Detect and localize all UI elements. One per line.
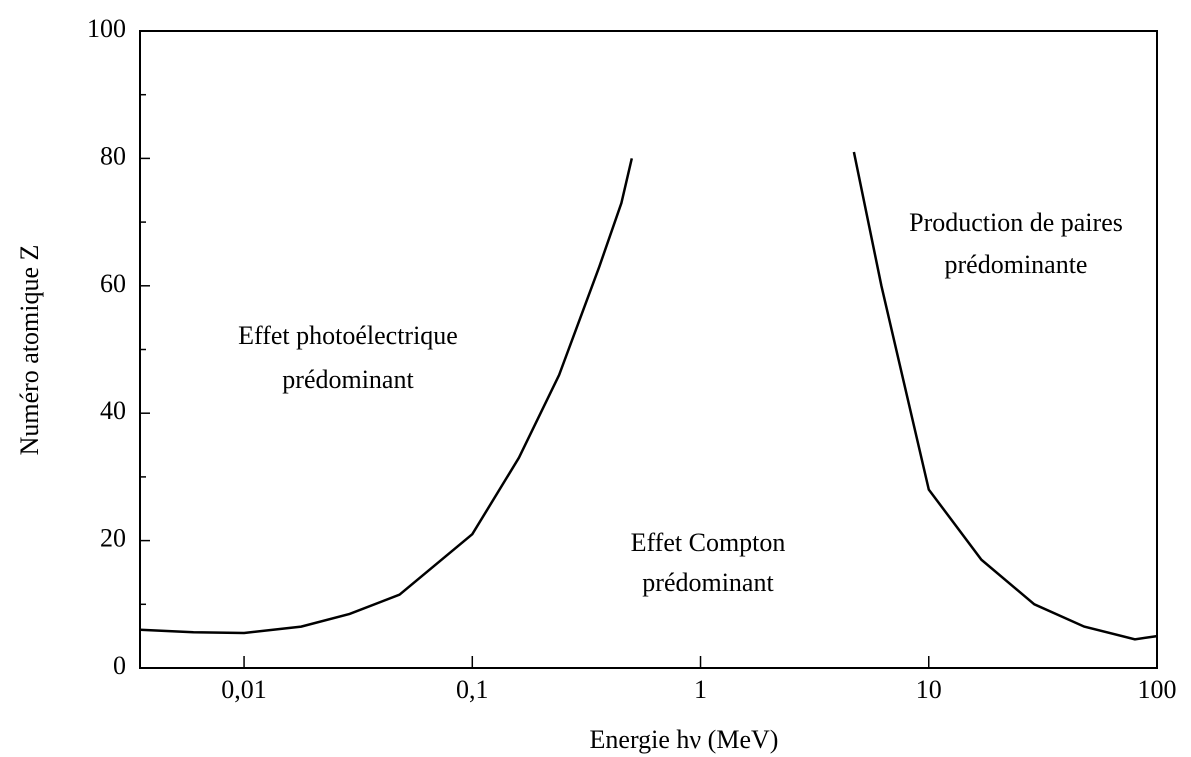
x-axis-label: Energie hν (MeV) xyxy=(590,725,779,754)
y-tick-label: 60 xyxy=(100,269,126,298)
x-tick-label: 100 xyxy=(1138,675,1177,704)
annotation: Production de paires xyxy=(909,208,1123,237)
annotation: Effet Compton xyxy=(631,528,786,557)
boundary-curve xyxy=(139,158,634,635)
x-tick-label: 0,1 xyxy=(456,675,489,704)
y-tick-label: 100 xyxy=(87,14,126,43)
x-tick-label: 0,01 xyxy=(221,675,267,704)
y-tick-label: 40 xyxy=(100,396,126,425)
y-tick-label: 80 xyxy=(100,141,126,170)
y-tick-label: 20 xyxy=(100,524,126,553)
x-tick-label: 1 xyxy=(694,675,707,704)
annotation: prédominante xyxy=(945,250,1088,279)
y-tick-label: 0 xyxy=(113,651,126,680)
x-tick-label: 10 xyxy=(916,675,942,704)
annotation: prédominant xyxy=(642,568,774,597)
annotation: Effet photoélectrique xyxy=(238,321,458,350)
y-axis-label: Numéro atomique Z xyxy=(15,245,44,456)
boundary-curve xyxy=(852,151,1158,641)
annotation: prédominant xyxy=(282,365,414,394)
